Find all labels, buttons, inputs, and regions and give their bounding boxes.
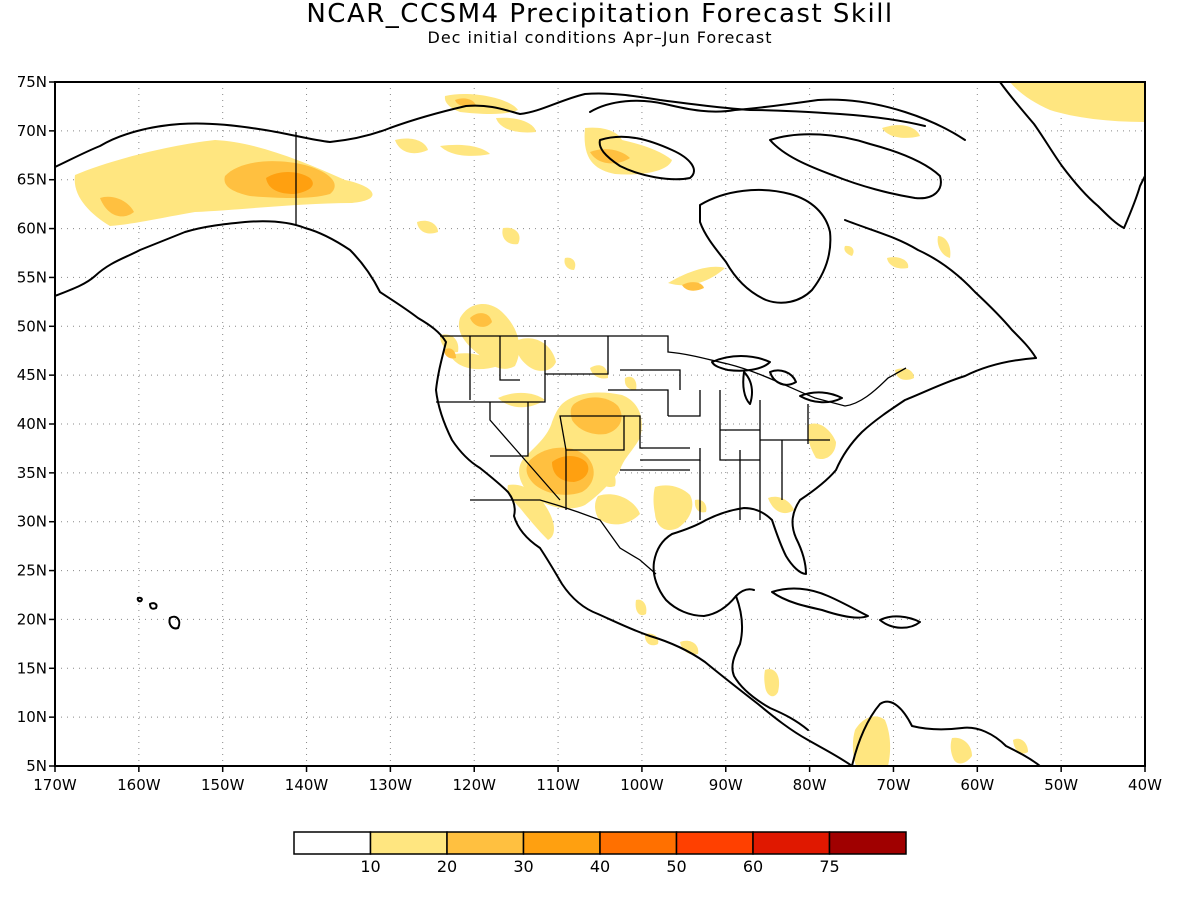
political-borders bbox=[295, 132, 907, 575]
lon-tick-label: 50W bbox=[1044, 776, 1078, 794]
lat-tick-label: 20N bbox=[17, 610, 47, 628]
lat-tick-label: 30N bbox=[17, 513, 47, 531]
lon-tick-label: 160W bbox=[117, 776, 161, 794]
lon-tick-label: 150W bbox=[201, 776, 245, 794]
colorbar-label: 50 bbox=[666, 857, 686, 876]
lon-tick-label: 130W bbox=[369, 776, 413, 794]
lon-tick-label: 80W bbox=[793, 776, 827, 794]
lat-tick-label: 25N bbox=[17, 562, 47, 580]
lat-tick-label: 10N bbox=[17, 708, 47, 726]
map-title: NCAR_CCSM4 Precipitation Forecast Skill bbox=[306, 0, 894, 29]
colorbar-label: 20 bbox=[437, 857, 457, 876]
colorbar-label: 30 bbox=[513, 857, 533, 876]
colorbar: 10 20 30 40 50 60 75 bbox=[293, 831, 907, 876]
colorbar-swatch bbox=[675, 831, 754, 855]
skill-30-40 bbox=[266, 172, 589, 482]
lon-tick-label: 140W bbox=[285, 776, 329, 794]
colorbar-swatch bbox=[522, 831, 601, 855]
lat-tick-label: 50N bbox=[17, 317, 47, 335]
colorbar-swatch bbox=[369, 831, 448, 855]
lat-tick-label: 65N bbox=[17, 171, 47, 189]
lon-tick-label: 120W bbox=[452, 776, 496, 794]
skill-shading bbox=[74, 82, 1145, 766]
colorbar-swatch bbox=[293, 831, 372, 855]
map-layer bbox=[55, 82, 1145, 766]
lat-tick-label: 75N bbox=[17, 73, 47, 91]
colorbar-swatch bbox=[599, 831, 678, 855]
lon-tick-label: 40W bbox=[1128, 776, 1162, 794]
lon-tick-label: 170W bbox=[33, 776, 77, 794]
lat-tick-label: 15N bbox=[17, 659, 47, 677]
lat-tick-label: 5N bbox=[26, 757, 47, 775]
colorbar-swatch bbox=[828, 831, 907, 855]
lon-tick-label: 110W bbox=[536, 776, 580, 794]
lon-tick-label: 60W bbox=[960, 776, 994, 794]
lon-tick-label: 100W bbox=[620, 776, 664, 794]
coastlines bbox=[55, 82, 1145, 766]
colorbar-label: 10 bbox=[360, 857, 380, 876]
lon-tick-label: 70W bbox=[877, 776, 911, 794]
colorbar-swatch bbox=[446, 831, 525, 855]
lat-tick-label: 45N bbox=[17, 366, 47, 384]
lon-tick-label: 90W bbox=[709, 776, 743, 794]
lat-tick-label: 70N bbox=[17, 122, 47, 140]
lat-tick-label: 55N bbox=[17, 268, 47, 286]
colorbar-label: 75 bbox=[819, 857, 839, 876]
colorbar-swatch bbox=[752, 831, 831, 855]
map-axes: 170W 160W 150W 140W 130W 120W 110W 100W 90W 80W 70… bbox=[17, 73, 1162, 794]
colorbar-label: 40 bbox=[590, 857, 610, 876]
colorbar-label: 60 bbox=[743, 857, 763, 876]
lat-tick-label: 35N bbox=[17, 464, 47, 482]
lat-tick-label: 60N bbox=[17, 220, 47, 238]
lat-tick-label: 40N bbox=[17, 415, 47, 433]
map-subtitle: Dec initial conditions Apr–Jun Forecast bbox=[427, 28, 773, 47]
